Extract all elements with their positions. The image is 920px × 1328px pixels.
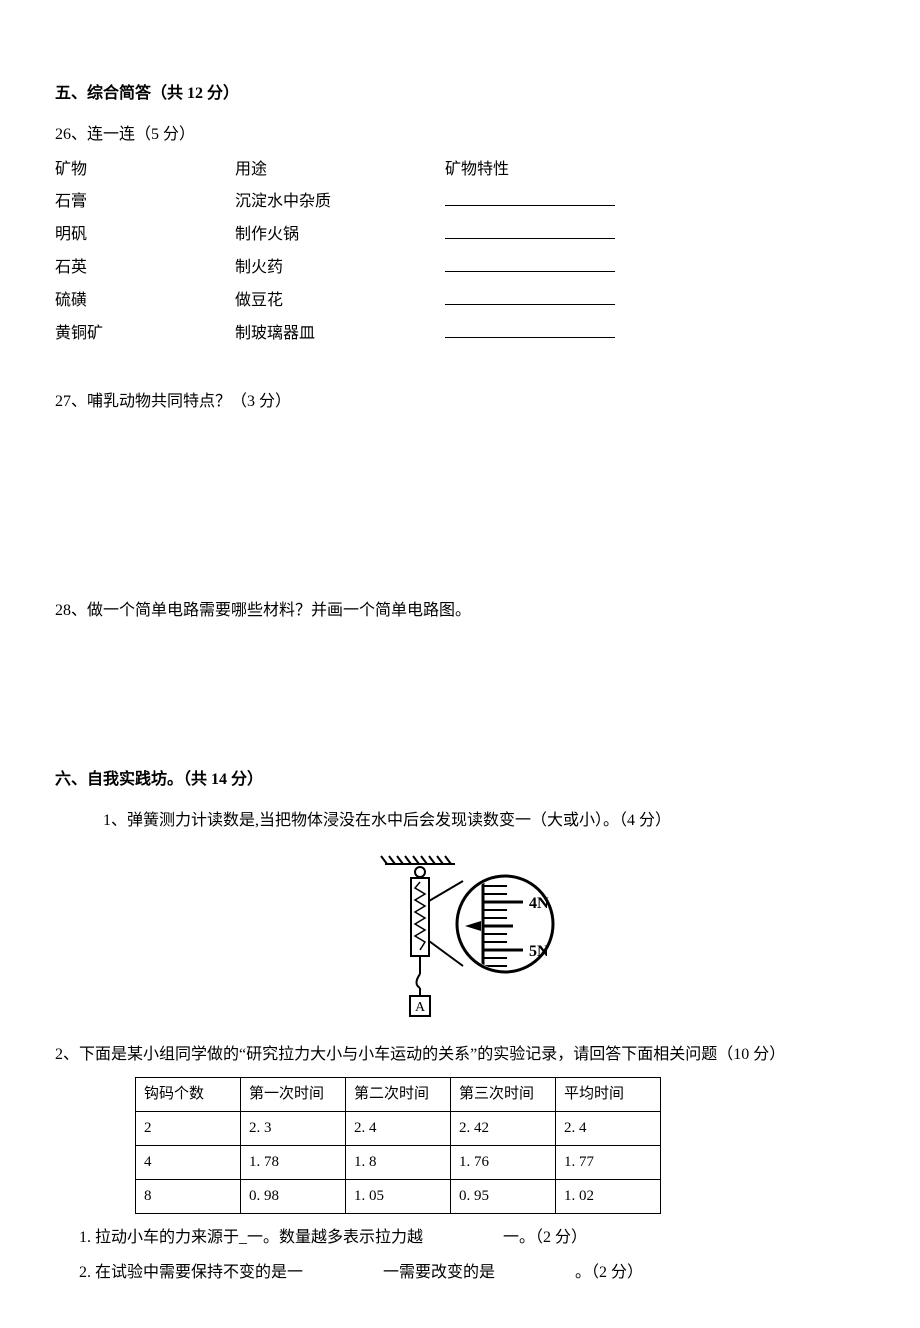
sub1-b: 一。（2 分） xyxy=(503,1229,587,1246)
figure-label-a: A xyxy=(415,1000,426,1015)
td: 2. 42 xyxy=(451,1112,556,1146)
q26-r2-c1: 制火药 xyxy=(235,254,445,283)
th-1: 第一次时间 xyxy=(241,1078,346,1112)
q26-r0-c0: 石膏 xyxy=(55,188,235,217)
q26-header-0: 矿物 xyxy=(55,156,235,185)
td: 1. 8 xyxy=(346,1146,451,1180)
sub2-a: 2. 在试验中需要保持不变的是一 xyxy=(79,1264,303,1281)
th-3: 第三次时间 xyxy=(451,1078,556,1112)
td: 2. 3 xyxy=(241,1112,346,1146)
table-row: 8 0. 98 1. 05 0. 95 1. 02 xyxy=(136,1180,661,1214)
spring-scale-figure: A 4N 5N xyxy=(355,846,565,1021)
q26-r0-c1: 沉淀水中杂质 xyxy=(235,188,445,217)
td: 8 xyxy=(136,1180,241,1214)
table-row: 钩码个数 第一次时间 第二次时间 第三次时间 平均时间 xyxy=(136,1078,661,1112)
q6-2-intro: 2、下面是某小组同学做的“研究拉力大小与小车运动的关系”的实验记录，请回答下面相… xyxy=(55,1041,865,1070)
td: 2 xyxy=(136,1112,241,1146)
q26-r3-c1: 做豆花 xyxy=(235,287,445,316)
td: 1. 78 xyxy=(241,1146,346,1180)
sub1-a: 1. 拉动小车的力来源于_一。数量越多表示拉力越 xyxy=(79,1229,423,1246)
q26-r4-c0: 黄铜矿 xyxy=(55,320,235,349)
q26-r4-c1: 制玻璃器皿 xyxy=(235,320,445,349)
q26-r1-c0: 明矾 xyxy=(55,221,235,250)
q6-2-sub2: 2. 在试验中需要保持不变的是一 一需要改变的是 。（2 分） xyxy=(55,1259,865,1288)
q26-header-1: 用途 xyxy=(235,156,445,185)
td: 0. 98 xyxy=(241,1180,346,1214)
q26-r1-c1: 制作火锅 xyxy=(235,221,445,250)
q26-r3-c0: 硫磺 xyxy=(55,287,235,316)
q28-text: 28、做一个简单电路需要哪些材料？并画一个简单电路图。 xyxy=(55,597,865,626)
q26-r0-blank[interactable] xyxy=(445,188,865,217)
td: 1. 05 xyxy=(346,1180,451,1214)
th-2: 第二次时间 xyxy=(346,1078,451,1112)
section5-heading: 五、综合简答（共 12 分） xyxy=(55,80,865,109)
th-0: 钩码个数 xyxy=(136,1078,241,1112)
sub2-b: 一需要改变的是 xyxy=(383,1264,495,1281)
q26-r2-c0: 石英 xyxy=(55,254,235,283)
q26-r1-blank[interactable] xyxy=(445,221,865,250)
td: 0. 95 xyxy=(451,1180,556,1214)
q26-match-table: 矿物 用途 矿物特性 石膏 沉淀水中杂质 明矾 制作火锅 石英 制火药 硫磺 做… xyxy=(55,156,865,349)
q6-2-sub1: 1. 拉动小车的力来源于_一。数量越多表示拉力越 一。（2 分） xyxy=(55,1224,865,1253)
q26-r4-blank[interactable] xyxy=(445,320,865,349)
experiment-table: 钩码个数 第一次时间 第二次时间 第三次时间 平均时间 2 2. 3 2. 4 … xyxy=(135,1077,661,1214)
table-row: 4 1. 78 1. 8 1. 76 1. 77 xyxy=(136,1146,661,1180)
section6-heading: 六、自我实践坊。（共 14 分） xyxy=(55,766,865,795)
q6-1-text: 1、弹簧测力计读数是,当把物体浸没在水中后会发现读数变一（大或小）。（4 分） xyxy=(55,807,865,836)
td: 1. 76 xyxy=(451,1146,556,1180)
th-4: 平均时间 xyxy=(556,1078,661,1112)
q26-title: 26、连一连（5 分） xyxy=(55,121,865,150)
q27-text: 27、哺乳动物共同特点？（3 分） xyxy=(55,388,865,417)
table-row: 2 2. 3 2. 4 2. 42 2. 4 xyxy=(136,1112,661,1146)
td: 2. 4 xyxy=(346,1112,451,1146)
td: 4 xyxy=(136,1146,241,1180)
q26-r3-blank[interactable] xyxy=(445,287,865,316)
q26-header-2: 矿物特性 xyxy=(445,156,865,185)
figure-label-4n: 4N xyxy=(529,895,549,912)
q26-r2-blank[interactable] xyxy=(445,254,865,283)
td: 1. 02 xyxy=(556,1180,661,1214)
td: 2. 4 xyxy=(556,1112,661,1146)
td: 1. 77 xyxy=(556,1146,661,1180)
sub2-c: 。（2 分） xyxy=(575,1264,643,1281)
figure-label-5n: 5N xyxy=(529,943,549,960)
